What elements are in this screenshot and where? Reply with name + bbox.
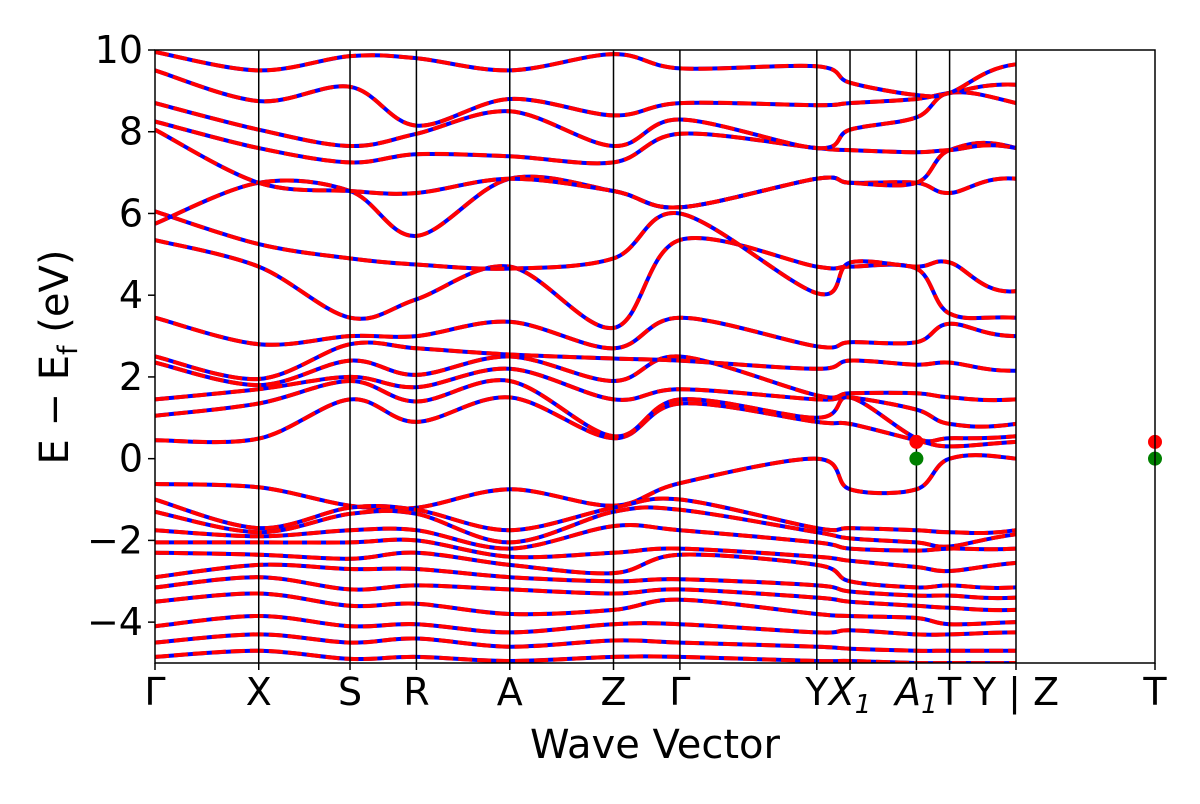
- y-axis-title: E − Ef (eV): [32, 250, 84, 465]
- conduction-band-14-model: [155, 50, 1017, 99]
- y-axis-title-main: E − E: [32, 355, 78, 465]
- valence-band-1-reference: [155, 453, 1017, 512]
- y-axis-ticks: −4 −2 0 2 4 6 8 10: [87, 28, 155, 644]
- x-tick-label: X1: [827, 670, 872, 720]
- conduction-band-7-reference: [155, 236, 1017, 330]
- plot-frame: [154, 49, 1156, 664]
- x-tick-label: A1: [892, 670, 938, 720]
- x-axis-title: Wave Vector: [530, 722, 781, 768]
- conduction-band-5-model: [155, 340, 1017, 382]
- valence-band-11: [155, 632, 1016, 653]
- conduction-band-13-model: [155, 68, 1017, 128]
- valence-band-12: [155, 648, 1016, 663]
- x-tick-label: Γ: [669, 670, 690, 714]
- y-tick-label: 0: [119, 437, 143, 481]
- y-tick-label: 8: [119, 110, 143, 154]
- conduction-band-9-model: [155, 174, 1017, 238]
- x-tick-label: T: [937, 670, 962, 714]
- x-tick-label: S: [338, 670, 362, 714]
- conduction-band-11: [155, 119, 1017, 166]
- conduction-band-12-model: [155, 90, 1017, 151]
- conduction-band-14: [155, 50, 1017, 99]
- cbm-marker-1: [909, 434, 924, 449]
- bands-layer: [155, 50, 1017, 663]
- conduction-band-6: [155, 315, 1017, 351]
- band-edge-markers: [909, 434, 1162, 466]
- conduction-band-11-model: [155, 119, 1017, 166]
- x-tick-label: Y | Z: [972, 670, 1059, 715]
- vbm-marker-2: [909, 451, 924, 466]
- k-point-boundaries: [257, 50, 1017, 663]
- conduction-band-10-model: [155, 127, 1017, 210]
- conduction-band-5: [155, 340, 1017, 382]
- conduction-band-10-reference: [155, 127, 1017, 210]
- y-axis-title-subscript: f: [53, 344, 84, 355]
- conduction-band-11-reference: [155, 119, 1017, 166]
- y-tick-label: 10: [95, 28, 143, 72]
- x-tick-label: A: [497, 670, 523, 714]
- y-tick-label: 4: [119, 273, 143, 317]
- y-tick-label: −2: [87, 518, 143, 562]
- x-tick-label: Z: [600, 670, 626, 714]
- y-tick-label: −4: [87, 600, 143, 644]
- conduction-band-10: [155, 127, 1017, 210]
- x-tick-label: R: [403, 670, 429, 714]
- conduction-band-13: [155, 68, 1017, 128]
- y-tick-label: 6: [119, 191, 143, 235]
- valence-band-9-model: [155, 591, 1017, 627]
- x-tick-label: Y: [804, 670, 829, 714]
- valence-band-9: [155, 591, 1017, 627]
- valence-band-2-model: [155, 496, 1017, 536]
- x-tick-label: T: [1142, 670, 1167, 714]
- x-tick-label: Γ: [144, 670, 165, 714]
- y-tick-label: 2: [119, 355, 143, 399]
- valence-band-9-reference: [155, 591, 1017, 627]
- conduction-band-7-model: [155, 236, 1017, 330]
- valence-band-1: [155, 453, 1017, 512]
- valence-band-3-model: [155, 505, 1017, 549]
- conduction-band-7: [155, 236, 1017, 330]
- y-axis-title-unit: (eV): [32, 250, 78, 346]
- x-tick-label: X: [246, 670, 272, 714]
